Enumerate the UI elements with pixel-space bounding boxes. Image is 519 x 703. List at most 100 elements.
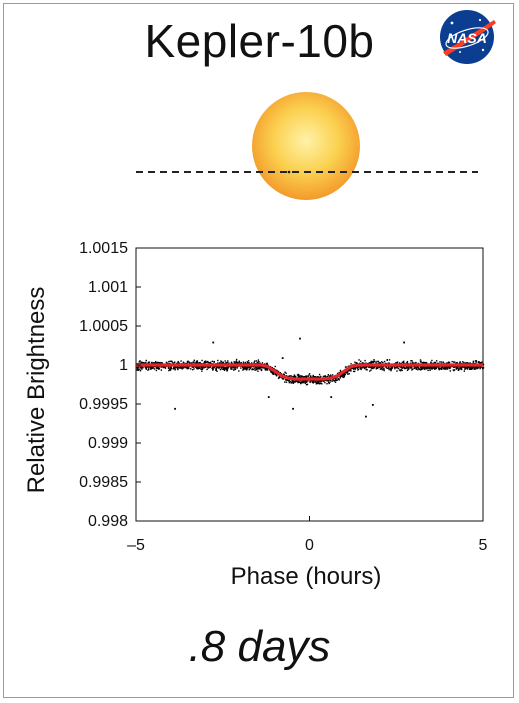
data-point [446,367,448,369]
data-point [240,367,242,369]
data-point [445,366,448,368]
data-point [398,369,401,371]
y-tick-label: 0.9995 [79,396,128,413]
data-point [263,363,266,365]
y-axis-ticks: 0.998 0.9985 0.999 0.9995 1 1.0005 1.001 1.0015 [79,240,141,530]
data-point [471,368,473,370]
data-point [418,367,420,370]
data-point [180,360,182,362]
data-point [414,367,417,369]
data-point [238,360,241,362]
data-point [370,361,373,364]
data-point [374,360,376,363]
data-point [335,379,337,382]
data-point [139,368,141,370]
data-point [319,383,321,385]
data-point [349,369,351,372]
data-point [145,368,148,370]
data-point [272,373,274,375]
data-point [396,367,398,369]
data-point [147,362,150,364]
data-point [222,367,225,369]
data-point [257,370,259,372]
data-point [441,366,443,369]
data-point [417,369,419,371]
data-point [139,366,142,368]
data-point [385,366,387,368]
data-point [320,375,322,378]
data-point [297,380,299,383]
nasa-logo: NASA [440,10,496,64]
data-point [217,359,219,362]
data-point [285,381,288,383]
data-point [183,366,185,368]
data-point [413,367,416,370]
data-point [469,368,471,370]
data-point [193,361,195,363]
data-point [325,376,327,378]
data-point [354,361,356,363]
data-point [171,361,174,363]
data-point [374,366,376,368]
data-point [254,366,257,368]
data-point [404,367,406,370]
data-point [150,366,152,368]
data-point [338,379,340,381]
data-point [137,366,139,369]
data-point [411,369,413,371]
data-point [179,367,181,369]
data-point [400,366,403,368]
data-point [420,368,423,371]
data-point [152,362,154,364]
data-point [377,360,380,363]
data-point [390,366,393,368]
data-point [465,366,467,368]
data-point [174,366,177,369]
data-point [430,361,432,363]
data-point [369,370,371,372]
data-point [433,362,435,364]
chart-title: Kepler-10b [144,15,375,67]
data-point [372,365,374,368]
data-point [199,367,201,370]
data-point [343,373,346,376]
data-point [399,369,402,372]
data-point [410,367,413,369]
data-point [153,368,156,370]
data-point [442,361,444,363]
data-point [215,368,218,370]
data-point [446,362,449,364]
data-point [230,361,233,364]
data-point [136,369,138,371]
data-point [260,369,263,372]
data-point [317,382,319,385]
data-point [257,359,260,361]
data-point [346,371,349,373]
data-point [342,373,344,376]
data-point [207,367,209,369]
data-point [381,367,383,369]
data-point [376,360,378,363]
data-point [148,361,151,363]
data-point [405,362,407,364]
data-point [421,361,423,364]
data-point [306,383,309,386]
data-point [383,360,386,363]
data-point [218,366,221,369]
data-point [226,370,228,372]
data-point [475,360,478,362]
data-point [204,361,207,364]
data-point [218,365,220,368]
data-point [314,381,316,383]
data-point [297,375,300,377]
data-point [449,366,452,368]
data-point [259,362,261,364]
data-point [431,359,433,362]
data-point [144,362,146,365]
data-point [258,367,261,370]
data-point [261,362,264,364]
data-point [232,366,234,368]
data-point [190,362,192,364]
data-point [429,369,431,371]
data-point [344,373,347,376]
